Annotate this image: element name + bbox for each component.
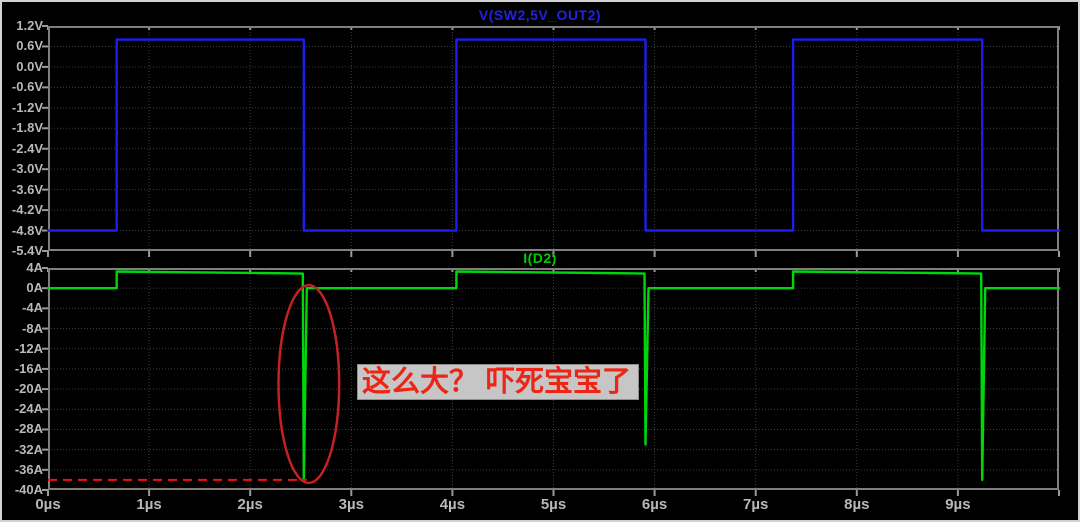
y-tick-label: -36A bbox=[14, 461, 43, 477]
plot-border bbox=[48, 26, 1059, 251]
y-tick-label: -16A bbox=[14, 360, 43, 376]
current-plot-pane[interactable] bbox=[42, 267, 1061, 496]
y-tick-label: -28A bbox=[14, 421, 43, 437]
y-tick-label: -32A bbox=[14, 441, 43, 457]
annotation-note-box: 这么大？ 吓死宝宝了 bbox=[357, 364, 639, 400]
y-tick-label: -4.2V bbox=[11, 202, 43, 218]
x-tick-label: 2µs bbox=[237, 496, 263, 513]
x-tick-label: 6µs bbox=[641, 496, 668, 513]
annotation-note-text: 这么大？ 吓死宝宝了 bbox=[362, 366, 632, 398]
y-tick-label: 0.0V bbox=[16, 58, 43, 74]
x-tick-label: 8µs bbox=[844, 496, 870, 513]
x-tick-label: 0µs bbox=[35, 496, 61, 513]
current-trace bbox=[46, 270, 1061, 482]
x-tick-label: 4µs bbox=[439, 496, 466, 513]
y-tick-label: -20A bbox=[14, 381, 43, 397]
y-tick-label: -8A bbox=[22, 320, 43, 336]
y-tick-label: -4A bbox=[22, 300, 43, 316]
x-tick-label: 7µs bbox=[743, 496, 769, 513]
y-tick-label: 0A bbox=[26, 280, 43, 296]
y-tick-label: -24A bbox=[14, 401, 43, 417]
y-tick-label: -4.8V bbox=[11, 222, 43, 238]
plot-border bbox=[48, 268, 1059, 490]
voltage-plot-pane[interactable] bbox=[42, 25, 1061, 257]
y-tick-label: 0.6V bbox=[16, 38, 43, 54]
y-tick-label: -1.2V bbox=[11, 99, 43, 115]
spike-highlight-ellipse bbox=[277, 283, 341, 485]
x-tick-label: 1µs bbox=[136, 496, 162, 513]
y-tick-label: -3.6V bbox=[11, 181, 43, 197]
y-tick-label: -40A bbox=[14, 482, 43, 497]
current-trace-title[interactable]: I(D2) bbox=[523, 250, 557, 266]
x-tick-label: 9µs bbox=[945, 496, 971, 513]
y-tick-label: -2.4V bbox=[11, 140, 43, 156]
y-tick-label: -0.6V bbox=[11, 79, 43, 95]
x-tick-label: 5µs bbox=[540, 496, 567, 513]
y-tick-label: -1.8V bbox=[11, 120, 43, 136]
x-tick-label: 3µs bbox=[338, 496, 364, 513]
voltage-trace bbox=[46, 38, 1061, 232]
y-tick-label: -12A bbox=[14, 340, 43, 356]
y-tick-label: -3.0V bbox=[11, 161, 43, 177]
voltage-trace-title[interactable]: V(SW2,5V_OUT2) bbox=[478, 7, 602, 23]
